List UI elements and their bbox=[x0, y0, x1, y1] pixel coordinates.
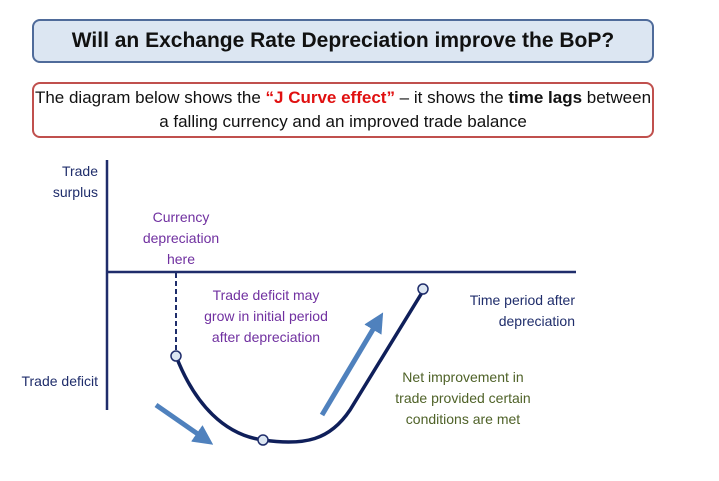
subtitle-box: The diagram below shows the “J Curve eff… bbox=[32, 82, 654, 138]
end-point bbox=[417, 283, 429, 295]
subtitle-text: – it shows the bbox=[394, 88, 509, 107]
currency-depreciation-label: Currency depreciation here bbox=[142, 209, 220, 267]
trough-point bbox=[257, 434, 269, 446]
title-box: Will an Exchange Rate Depreciation impro… bbox=[32, 19, 654, 63]
trade-deficit-label: Trade deficit bbox=[21, 373, 98, 389]
deficit-grow-label: Trade deficit may grow in initial period… bbox=[204, 287, 328, 345]
time-lags-bold: time lags bbox=[508, 88, 583, 107]
start-point bbox=[170, 350, 182, 362]
net-improvement-label: Net improvement in trade provided certai… bbox=[395, 369, 531, 427]
up-arrow bbox=[319, 312, 384, 417]
j-curve-highlight: “J Curve effect” bbox=[265, 88, 395, 107]
subtitle-text: between a falling currency and an improv… bbox=[159, 88, 652, 131]
time-period-label: Time period after depreciation bbox=[469, 292, 575, 329]
title: Will an Exchange Rate Depreciation impro… bbox=[71, 29, 615, 52]
down-arrow bbox=[154, 402, 214, 445]
subtitle-text: The diagram below shows the bbox=[34, 88, 266, 107]
trade-surplus-label: Trade surplus bbox=[52, 163, 98, 200]
